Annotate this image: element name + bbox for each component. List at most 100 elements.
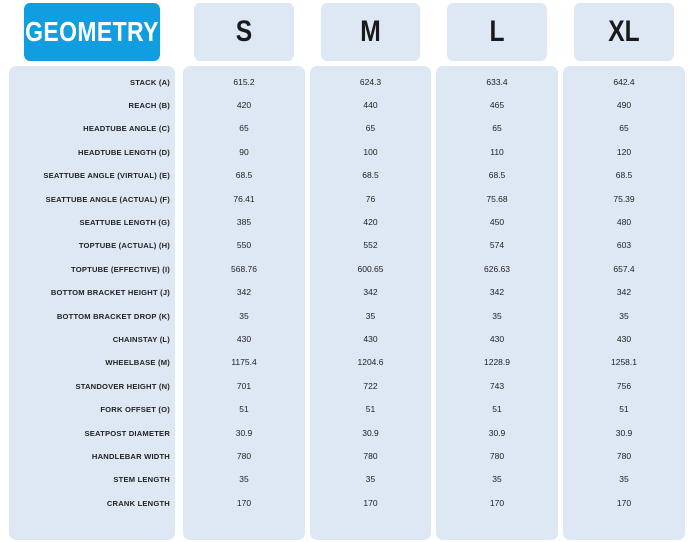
table-row: HEADTUBE LENGTH (D) 90 100 110 120 [0, 141, 690, 164]
table-row: TOPTUBE (ACTUAL) (H) 550 552 574 603 [0, 234, 690, 257]
value-cell: 170 [363, 497, 378, 508]
value-cell: 722 [363, 380, 378, 391]
value-cell: 35 [239, 310, 249, 321]
value-cell: 780 [236, 450, 252, 461]
value-cell: 780 [363, 450, 378, 461]
value-cell: 657.4 [613, 263, 635, 274]
value-cell: 170 [236, 497, 252, 508]
value-cell: 626.63 [484, 263, 510, 274]
value-cell: 30.9 [362, 427, 379, 438]
size-header-xl: XL [573, 3, 675, 61]
value-cell: 780 [489, 450, 505, 461]
row-label: SEATTUBE ANGLE (ACTUAL) (F) [45, 194, 170, 204]
value-cell: 68.5 [488, 170, 506, 181]
table-row: STEM LENGTH 35 35 35 35 [0, 468, 690, 491]
value-cell: 440 [363, 99, 378, 110]
table-row: SEATTUBE ANGLE (ACTUAL) (F) 76.41 76 75.68 7… [0, 188, 690, 211]
row-label: BOTTOM BRACKET DROP (K) [56, 311, 170, 321]
value-cell: 552 [363, 240, 378, 251]
table-row: CHAINSTAY (L) 430 430 430 430 [0, 328, 690, 351]
value-cell: 35 [365, 474, 376, 485]
value-cell: 65 [239, 123, 249, 134]
value-cell: 68.5 [362, 170, 379, 181]
value-cell: 701 [236, 380, 252, 391]
size-xl-column-panel [563, 66, 685, 540]
value-cell: 420 [363, 216, 378, 227]
value-cell: 51 [619, 404, 629, 415]
value-cell: 430 [363, 333, 378, 344]
value-cell: 35 [239, 474, 249, 485]
value-cell: 450 [489, 216, 505, 227]
row-label: REACH (B) [128, 100, 170, 110]
table-row: CRANK LENGTH 170 170 170 170 [0, 492, 690, 515]
value-cell: 100 [363, 146, 378, 157]
value-cell: 600.65 [357, 263, 384, 274]
size-header-l: L [446, 3, 548, 61]
value-cell: 51 [492, 404, 502, 415]
value-cell: 35 [492, 474, 502, 485]
row-label: SEATTUBE ANGLE (VIRTUAL) (E) [43, 171, 170, 181]
value-cell: 35 [492, 310, 502, 321]
value-cell: 430 [236, 333, 252, 344]
label-column-panel [9, 66, 175, 540]
table-row: TOPTUBE (EFFECTIVE) (I) 568.76 600.65 626.6… [0, 258, 690, 281]
row-label: FORK OFFSET (O) [100, 405, 170, 415]
value-cell: 30.9 [488, 427, 506, 438]
value-cell: 1175.4 [231, 357, 257, 368]
value-cell: 110 [490, 146, 504, 157]
value-cell: 568.76 [231, 263, 257, 274]
value-cell: 624.3 [359, 76, 382, 87]
size-l-column-panel [436, 66, 558, 540]
value-cell: 1204.6 [357, 357, 384, 368]
row-label: SEATTUBE LENGTH (G) [79, 217, 170, 227]
row-label: STANDOVER HEIGHT (N) [75, 381, 170, 391]
table-row: SEATTUBE LENGTH (G) 385 420 450 480 [0, 211, 690, 234]
row-label: STEM LENGTH [113, 475, 170, 485]
row-label: CHAINSTAY (L) [112, 334, 170, 344]
value-cell: 1228.9 [484, 357, 510, 368]
value-cell: 51 [239, 404, 249, 415]
value-cell: 633.4 [486, 76, 508, 87]
size-s-column-panel [183, 66, 305, 540]
value-cell: 35 [619, 474, 629, 485]
table-row: SEATPOST DIAMETER 30.9 30.9 30.9 30.9 [0, 422, 690, 445]
value-cell: 342 [363, 287, 378, 298]
row-label: CRANK LENGTH [106, 498, 170, 508]
value-cell: 550 [236, 240, 252, 251]
table-row: STACK (A) 615.2 624.3 633.4 642.4 [0, 71, 690, 94]
value-cell: 420 [236, 99, 252, 110]
row-label: WHEELBASE (M) [105, 358, 170, 368]
row-label: BOTTOM BRACKET HEIGHT (J) [50, 288, 170, 298]
row-label: HEADTUBE LENGTH (D) [78, 147, 170, 157]
table-row: HEADTUBE ANGLE (C) 65 65 65 65 [0, 117, 690, 140]
table-row: REACH (B) 420 440 465 490 [0, 94, 690, 117]
value-cell: 342 [489, 287, 505, 298]
value-cell: 170 [616, 497, 632, 508]
value-cell: 76.41 [233, 193, 255, 204]
row-label: TOPTUBE (ACTUAL) (H) [78, 241, 170, 251]
table-row: STANDOVER HEIGHT (N) 701 722 743 756 [0, 375, 690, 398]
row-label: STACK (A) [129, 77, 170, 87]
value-cell: 75.68 [486, 193, 508, 204]
value-cell: 76 [365, 193, 376, 204]
table-row: BOTTOM BRACKET DROP (K) 35 35 35 35 [0, 305, 690, 328]
table-row: SEATTUBE ANGLE (VIRTUAL) (E) 68.5 68.5 68.5… [0, 164, 690, 187]
value-cell: 51 [365, 404, 376, 415]
value-cell: 780 [616, 450, 632, 461]
value-cell: 68.5 [235, 170, 253, 181]
value-cell: 342 [616, 287, 632, 298]
size-header-m: M [320, 3, 421, 61]
row-label: HEADTUBE ANGLE (C) [83, 124, 170, 134]
table-row: WHEELBASE (M) 1175.4 1204.6 1228.9 1258.1 [0, 351, 690, 374]
value-cell: 75.39 [613, 193, 635, 204]
value-cell: 385 [236, 216, 252, 227]
value-cell: 490 [616, 99, 632, 110]
value-cell: 615.2 [233, 76, 255, 87]
value-cell: 642.4 [613, 76, 635, 87]
value-cell: 170 [489, 497, 505, 508]
geometry-title: GEOMETRY [23, 3, 161, 61]
value-cell: 342 [236, 287, 252, 298]
size-header-s: S [193, 3, 295, 61]
row-label: HANDLEBAR WIDTH [91, 451, 170, 461]
value-cell: 65 [619, 123, 629, 134]
